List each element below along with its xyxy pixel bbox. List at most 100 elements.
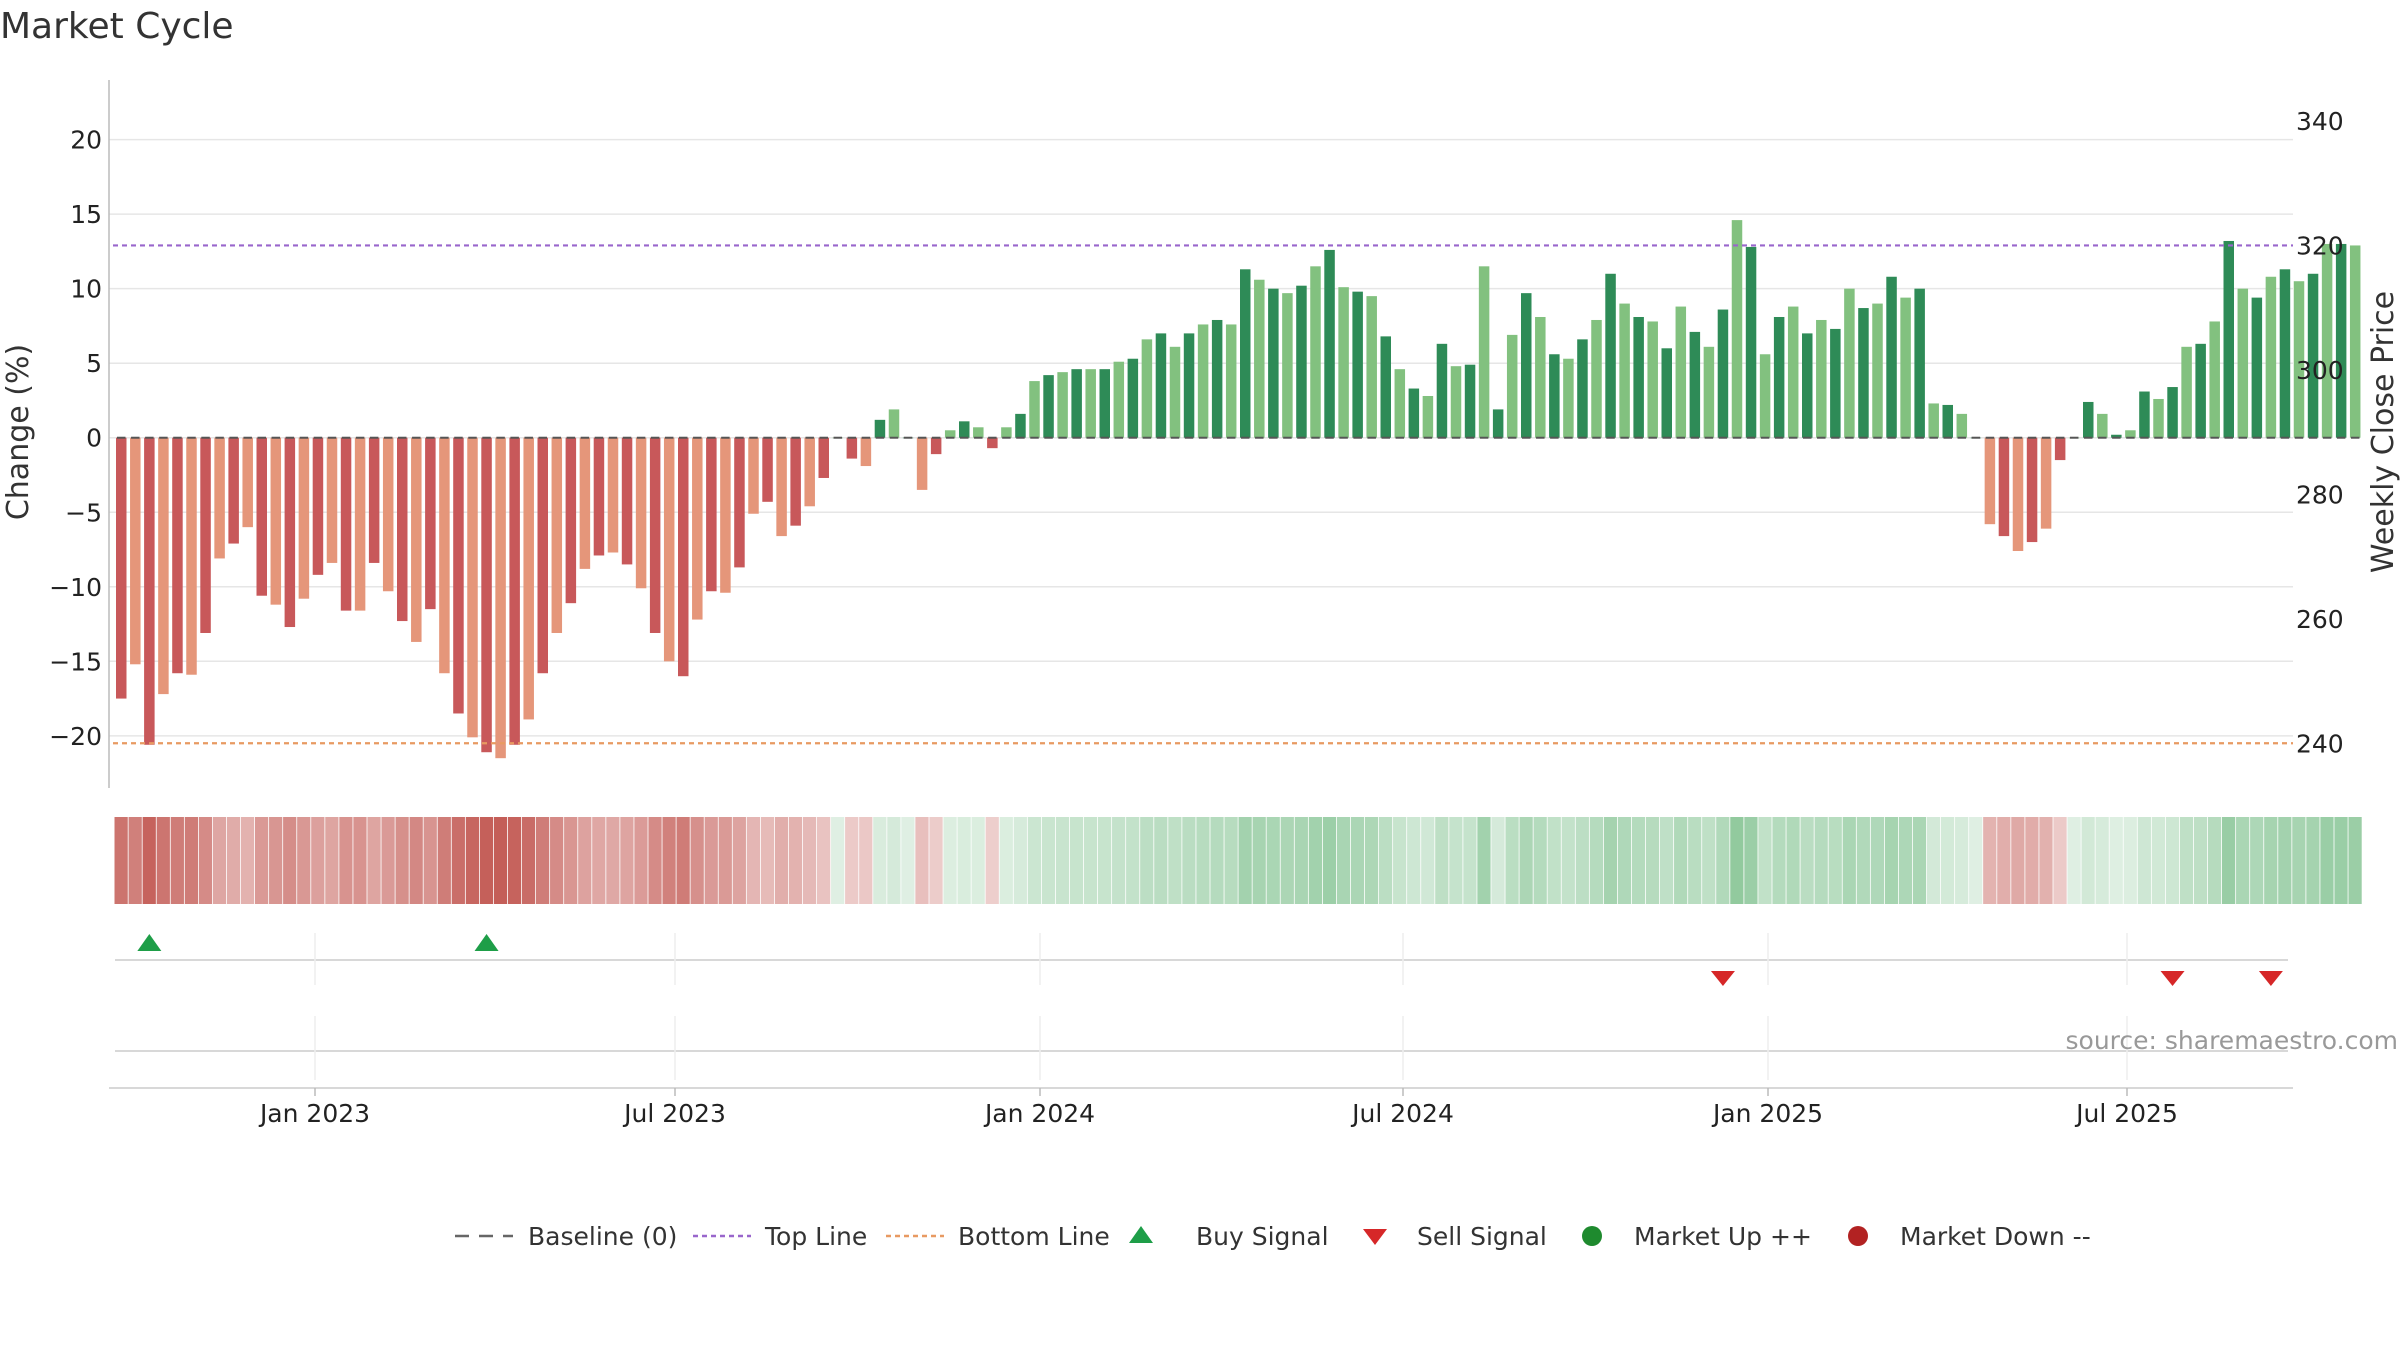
bar (2111, 434, 2122, 438)
bar (1225, 324, 1237, 438)
heat-strip (114, 817, 2362, 904)
bar (158, 437, 169, 695)
heat-cell (184, 817, 198, 904)
heat-cell (1702, 817, 1716, 904)
bar (1254, 279, 1265, 438)
bar (804, 437, 815, 507)
y-tick-label-right: 280 (2296, 480, 2344, 509)
heat-cell (578, 817, 592, 904)
heat-cell (2320, 817, 2334, 904)
bar (1661, 348, 1672, 438)
y-tick-label-left: 20 (70, 126, 102, 155)
y-tick-label-right: 260 (2296, 605, 2344, 634)
axes: 20 15 10 5 0 −5 −10 −15 −20 340 320 300 280 260 240 (49, 80, 2344, 788)
heat-cell (536, 817, 550, 904)
heat-cell (550, 817, 564, 904)
heat-cell (1449, 817, 1463, 904)
heat-cell (1772, 817, 1786, 904)
x-axis: Jan 2023 Jul 2023 Jan 2024 Jul 2024 Jan 2025… (109, 1087, 2293, 1128)
bar (2125, 430, 2136, 438)
heat-cell (774, 817, 789, 904)
bar (172, 437, 183, 674)
bar (1872, 303, 1883, 438)
heat-cell (2109, 817, 2123, 904)
heat-cell (1575, 817, 1589, 904)
bar (1324, 249, 1335, 438)
bar (1689, 331, 1701, 438)
heat-cell (620, 817, 634, 904)
heat-cell (1547, 817, 1561, 904)
y-tick-label-left: 0 (86, 424, 102, 453)
heat-cell (1603, 817, 1618, 904)
heat-cell (1758, 817, 1772, 904)
bar (1844, 288, 1855, 438)
bar (312, 437, 324, 575)
market-row (115, 1016, 2288, 1080)
heat-cell (451, 817, 465, 904)
bar (1211, 319, 1223, 438)
bar (1043, 375, 1054, 438)
heat-cell (1027, 817, 1041, 904)
bar (762, 437, 773, 502)
legend: Baseline (0) Top Line Bottom Line Buy Signa… (455, 1222, 2091, 1251)
heat-cell (1336, 817, 1351, 904)
heat-cell (2081, 817, 2095, 904)
bar (2167, 387, 2178, 438)
bar (2335, 243, 2347, 438)
bar (607, 437, 619, 553)
bar (368, 437, 380, 563)
heat-cell (465, 817, 479, 904)
bar (256, 437, 267, 596)
bar (326, 437, 338, 563)
bar (2153, 398, 2164, 438)
heat-cell (1210, 817, 1224, 904)
bar (1535, 316, 1546, 438)
heat-cell (1013, 817, 1027, 904)
heat-cell (1379, 817, 1393, 904)
legend-label: Bottom Line (958, 1222, 1110, 1251)
bar (663, 437, 675, 662)
bar (678, 437, 689, 677)
heat-cell (1983, 817, 1997, 904)
x-tick-label: Jul 2023 (622, 1099, 726, 1128)
heat-cell (1350, 817, 1365, 904)
y-tick-label-left: −10 (49, 573, 102, 602)
heat-cell (1280, 817, 1294, 904)
bar (1394, 369, 1406, 438)
heat-cell (676, 817, 690, 904)
bar (382, 437, 394, 592)
bar (551, 437, 563, 633)
heat-cell (1997, 817, 2011, 904)
bar (1816, 319, 1827, 438)
heat-cell (1224, 817, 1238, 904)
bar (439, 437, 450, 674)
heat-cell (1856, 817, 1870, 904)
bar (1352, 291, 1363, 438)
heat-cell (606, 817, 620, 904)
bar (411, 437, 422, 642)
legend-label: Buy Signal (1196, 1222, 1329, 1251)
bar (1563, 358, 1574, 438)
bar (537, 437, 548, 674)
bar (1886, 276, 1897, 438)
heat-cell (2123, 817, 2137, 904)
heat-cell (1477, 817, 1491, 904)
heat-cell (873, 817, 887, 904)
y-tick-label-left: −15 (49, 647, 102, 676)
bar (1169, 346, 1181, 438)
heat-cell (1041, 817, 1056, 904)
heat-cell (1154, 817, 1168, 904)
heat-cell (142, 817, 156, 904)
bar (1015, 413, 1026, 438)
heat-cell (662, 817, 676, 904)
bar (579, 437, 591, 569)
heat-cell (1969, 817, 1983, 904)
bar (1338, 287, 1349, 438)
heat-cell (845, 817, 859, 904)
bar (1858, 308, 1869, 438)
bar (748, 437, 759, 514)
heat-cell (1814, 817, 1828, 904)
bar (1956, 413, 1968, 438)
bar (495, 437, 506, 759)
heat-cell (1407, 817, 1421, 904)
